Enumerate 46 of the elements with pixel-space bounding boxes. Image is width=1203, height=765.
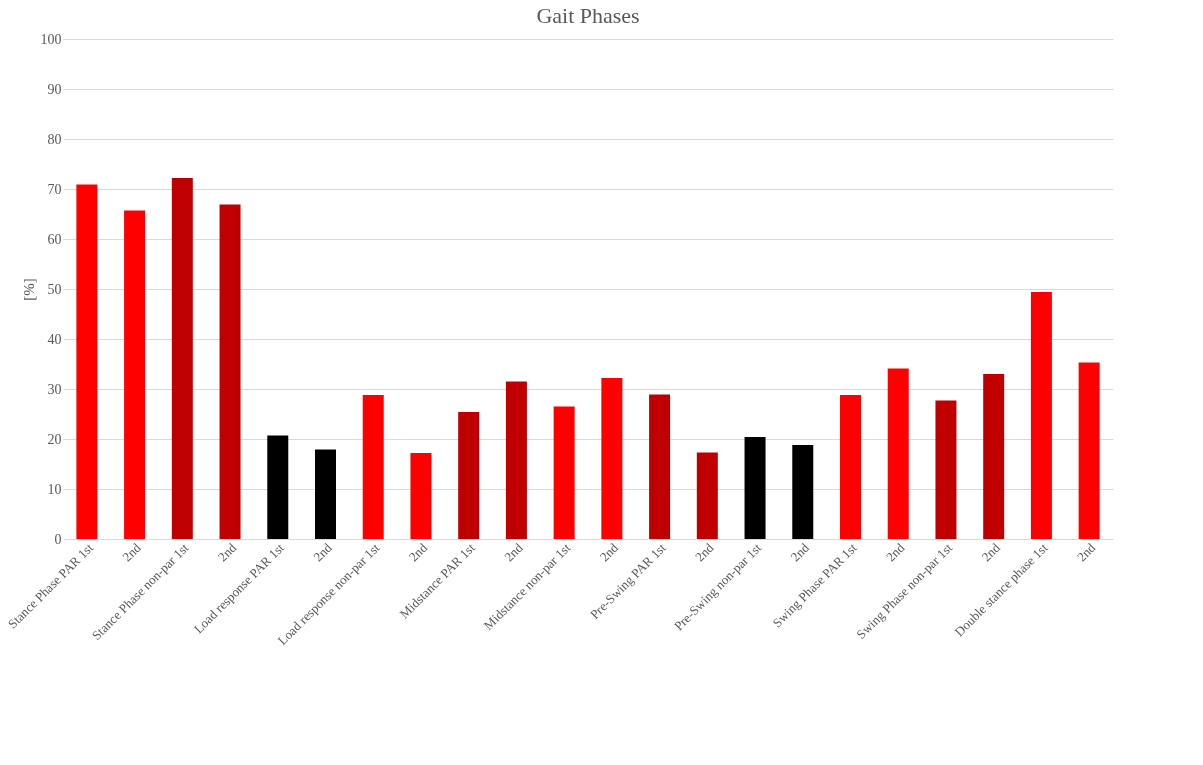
y-tick-label: 90 [47,81,62,97]
bar [267,435,289,539]
bar [124,210,146,539]
x-tick-label: 2nd [310,539,336,565]
y-tick-label: 30 [47,381,62,397]
y-tick-label: 20 [47,431,62,447]
y-tick-label: 0 [54,531,62,547]
bar [649,394,671,539]
bar [696,452,718,539]
y-tick-label: 60 [47,231,62,247]
x-tick-label: 2nd [214,539,240,565]
bar [553,406,575,539]
y-axis-title: [%] [20,278,37,301]
bar [362,395,384,539]
y-tick-label: 80 [47,131,62,147]
bar [76,184,98,539]
bar [458,412,480,539]
bar [315,449,336,539]
bar [505,381,527,539]
bar [219,204,241,539]
bar [792,445,814,539]
x-tick-label: 2nd [787,539,813,565]
bar [1030,292,1052,539]
bar [744,437,766,539]
y-tick-label: 10 [47,481,62,497]
x-tick-label: 2nd [501,539,526,565]
bar [840,395,861,539]
x-tick-label: 2nd [119,539,145,565]
chart-title: Gait Phases [536,3,640,28]
bar [171,178,193,539]
x-tick-label: 2nd [978,539,1004,565]
x-tick-label: 2nd [1073,539,1099,565]
bar [935,400,957,539]
bar [983,374,1005,539]
bar [410,453,432,539]
x-tick-label: 2nd [692,539,717,565]
y-tick-label: 70 [47,181,62,197]
x-tick-label: 2nd [596,539,622,565]
bar [887,368,909,539]
bar [1078,362,1100,539]
y-tick-label: 50 [47,281,62,297]
y-tick-label: 100 [40,31,62,47]
x-tick-label: 2nd [883,539,908,565]
bar [601,378,623,539]
y-tick-label: 40 [47,331,62,347]
x-tick-label: 2nd [405,539,431,565]
